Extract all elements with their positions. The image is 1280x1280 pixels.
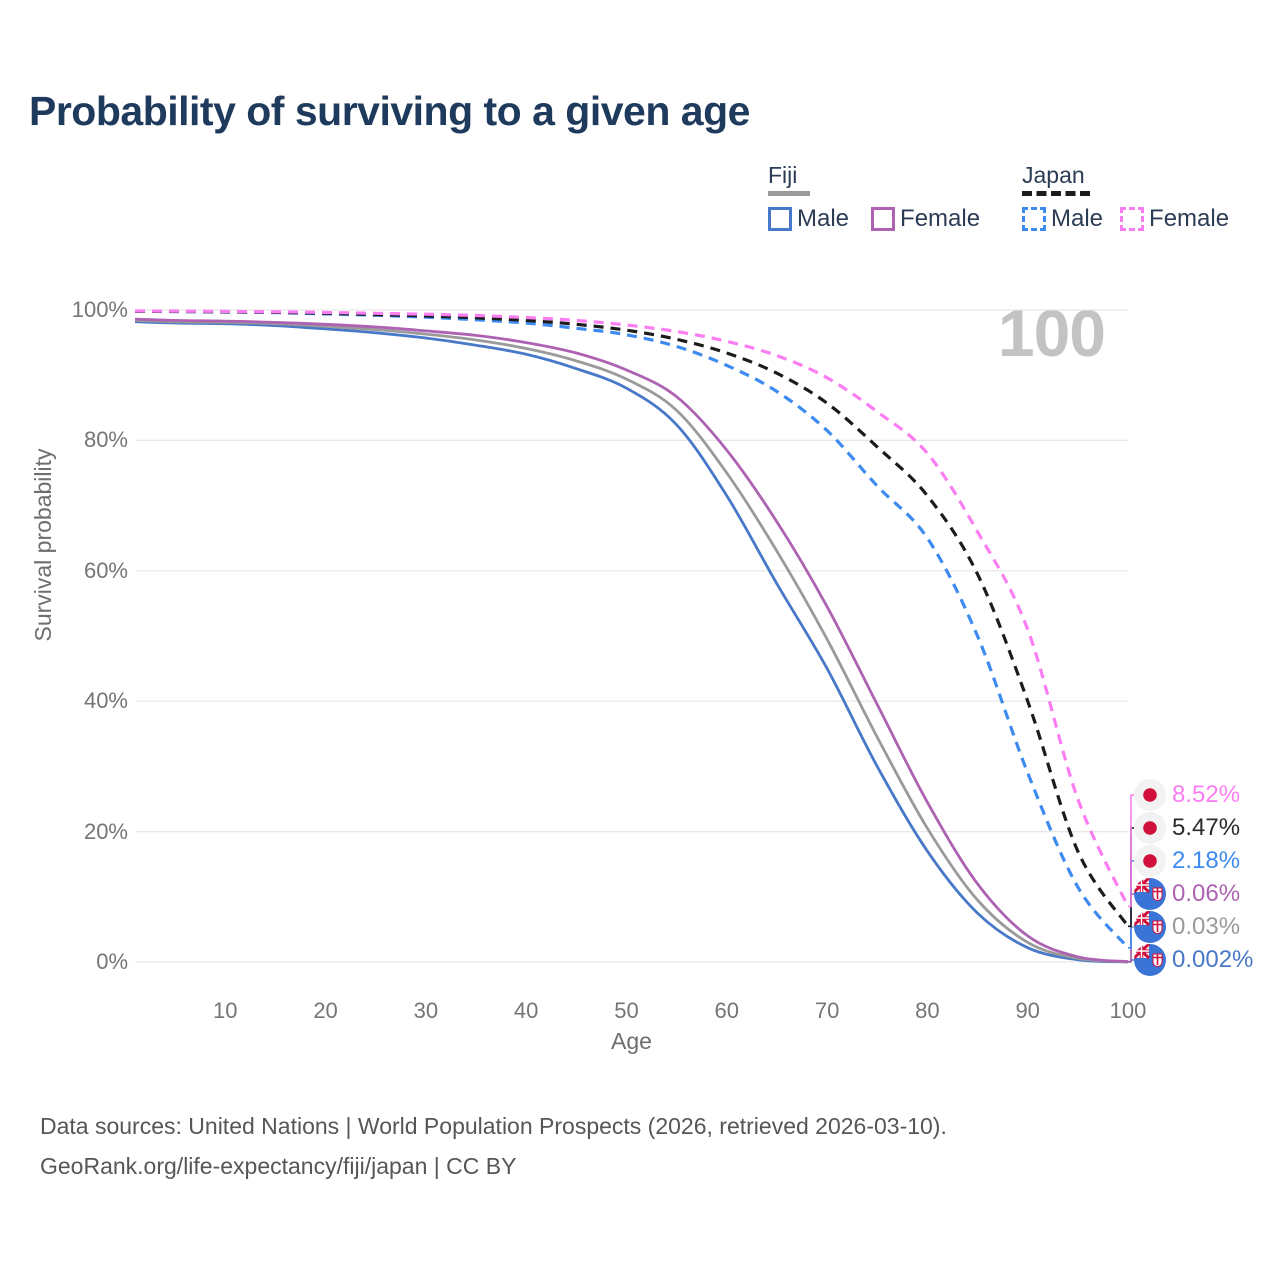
y-tick-label-40%: 40% — [83, 688, 128, 714]
series-line-fiji-male[interactable] — [134, 320, 1129, 964]
gridlines — [135, 309, 1128, 963]
legend-item-fiji-male[interactable]: Male — [768, 205, 849, 233]
x-tick-label-90: 90 — [1015, 998, 1040, 1023]
legend-label-fiji-male: Male — [797, 205, 850, 232]
legend-group-fiji: Fiji Male Female — [768, 163, 980, 233]
japan-flag-icon — [1134, 812, 1166, 844]
japan-flag-icon — [1134, 845, 1166, 877]
footer-license-link: GeoRank.org/life-expectancy/fiji/japan |… — [40, 1153, 517, 1179]
y-tick-label-80%: 80% — [83, 427, 128, 453]
series-curves — [134, 309, 1130, 964]
fiji-male-swatch-icon — [768, 207, 792, 231]
end-label-value-fiji-both: 0.03% — [1172, 913, 1241, 940]
legend-japan-both-sexes-line-swatch — [1022, 191, 1090, 196]
legend-label-fiji-female: Female — [900, 205, 981, 232]
japan-flag-icon — [1134, 779, 1166, 811]
x-tick-label-80: 80 — [915, 998, 940, 1023]
y-tick-label-20%: 20% — [83, 818, 128, 844]
legend-header-japan[interactable]: Japan — [1022, 162, 1085, 188]
end-label-value-fiji-female: 0.06% — [1172, 880, 1241, 907]
series-line-fiji-female[interactable] — [134, 317, 1129, 963]
legend-item-fiji-female[interactable]: Female — [871, 205, 980, 233]
end-label-fiji-female: 0.06% — [1134, 878, 1240, 910]
end-label-value-fiji-male: 0.002% — [1172, 946, 1254, 973]
x-tick-label-10: 10 — [213, 998, 238, 1023]
legend-label-japan-male: Male — [1051, 205, 1104, 232]
series-line-fiji-both[interactable] — [134, 319, 1129, 964]
japan-female-swatch-icon — [1120, 207, 1145, 231]
hovered-age-indicator: 100 — [997, 296, 1106, 370]
series-line-japan-male[interactable] — [134, 309, 1130, 949]
series-line-japan-female[interactable] — [134, 309, 1130, 908]
x-tick-label-30: 30 — [413, 998, 439, 1023]
x-tick-label-40: 40 — [513, 998, 539, 1023]
end-label-value-japan-both: 5.47% — [1172, 814, 1241, 841]
y-axis-title: Survival probability — [30, 448, 56, 642]
x-tick-label-100: 100 — [1109, 998, 1147, 1023]
footer-attribution: Data sources: United Nations | World Pop… — [40, 1106, 947, 1186]
x-tick-label-50: 50 — [614, 998, 639, 1023]
legend-group-japan: Japan Male Female — [1022, 163, 1229, 233]
legend-item-japan-female[interactable]: Female — [1120, 205, 1229, 233]
end-label-fiji-both: 0.03% — [1134, 911, 1240, 943]
x-tick-label-70: 70 — [814, 998, 840, 1023]
fiji-flag-icon — [1134, 878, 1166, 910]
x-axis-title: Age — [611, 1028, 652, 1054]
fiji-flag-icon — [1134, 944, 1166, 976]
japan-male-swatch-icon — [1022, 207, 1046, 231]
page-title: Probability of surviving to a given age — [29, 88, 750, 134]
end-label-japan-female: 8.52% — [1134, 779, 1240, 811]
legend-item-japan-male[interactable]: Male — [1022, 205, 1103, 233]
y-tick-label-100%: 100% — [71, 297, 128, 322]
x-tick-label-60: 60 — [714, 998, 740, 1023]
end-label-fiji-male: 0.002% — [1134, 944, 1253, 976]
end-label-japan-male: 2.18% — [1134, 845, 1240, 877]
x-tick-label-20: 20 — [313, 998, 338, 1023]
footer-data-sources: Data sources: United Nations | World Pop… — [40, 1113, 947, 1139]
legend-header-fiji[interactable]: Fiji — [768, 162, 798, 188]
end-label-japan-both: 5.47% — [1134, 812, 1240, 844]
end-label-value-japan-male: 2.18% — [1172, 847, 1241, 874]
legend-label-japan-female: Female — [1149, 205, 1230, 232]
y-tick-label-60%: 60% — [83, 557, 128, 583]
legend-fiji-both-sexes-line-swatch — [768, 191, 810, 196]
end-label-value-japan-female: 8.52% — [1172, 781, 1241, 808]
fiji-flag-icon — [1134, 911, 1166, 943]
fiji-female-swatch-icon — [871, 207, 896, 231]
series-line-japan-both[interactable] — [134, 309, 1130, 928]
y-tick-label-0%: 0% — [96, 949, 128, 974]
